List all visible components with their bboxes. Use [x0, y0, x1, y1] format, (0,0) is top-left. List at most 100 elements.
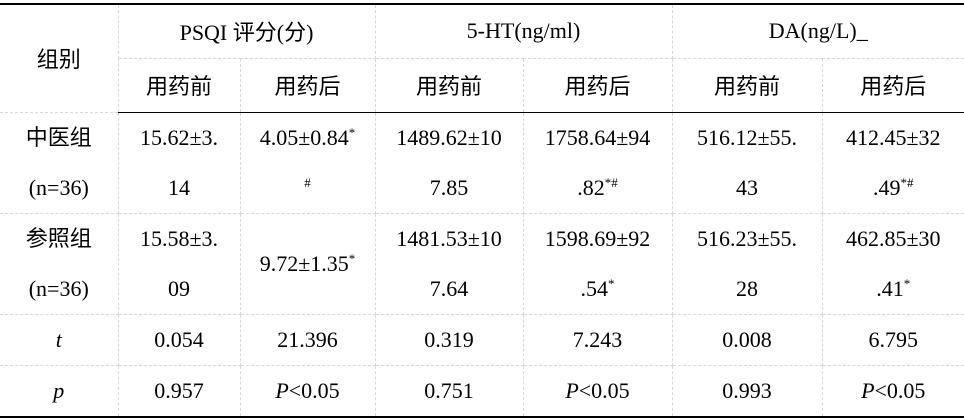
- header-cell: 组别: [0, 4, 118, 112]
- data-cell: 0.054: [118, 314, 240, 365]
- cell-line: 412.45±32: [823, 113, 964, 163]
- cell-line: 15.58±3.: [119, 214, 240, 264]
- cell-text: .49: [873, 175, 901, 200]
- cell-line: P<0.05: [524, 366, 672, 416]
- data-cell: 462.85±30 .41*: [822, 213, 964, 314]
- data-cell: 0.008: [672, 314, 822, 365]
- significance-mark: *: [608, 276, 615, 291]
- cell-line: .82*#: [524, 163, 672, 213]
- cell-line: P<0.05: [241, 366, 375, 416]
- cell-line: 7.64: [376, 264, 523, 314]
- subheader-cell: 用药后: [523, 58, 672, 112]
- cell-line: 1598.69±92: [524, 214, 672, 264]
- significance-mark: #: [304, 175, 311, 190]
- cell-line: 516.23±55.: [673, 214, 822, 264]
- cell-text: .41: [876, 276, 904, 301]
- cell-line: .49*#: [823, 163, 964, 213]
- cell-line: 43: [673, 163, 822, 213]
- data-cell: 15.62±3.14: [118, 112, 240, 213]
- cell-line: 21.396: [241, 315, 375, 365]
- cell-line: 09: [119, 264, 240, 314]
- significance-mark: *: [349, 251, 356, 266]
- cell-line: 1758.64±94: [524, 113, 672, 163]
- cell-line: 0.319: [376, 315, 523, 365]
- cell-line: 15.62±3.: [119, 113, 240, 163]
- data-cell: 516.23±55.28: [672, 213, 822, 314]
- cell-line: t: [0, 315, 118, 365]
- cell-line: 1481.53±10: [376, 214, 523, 264]
- data-cell: 0.993: [672, 365, 822, 417]
- cell-line: 4.05±0.84*: [241, 113, 375, 163]
- data-cell: 9.72±1.35*: [240, 213, 375, 314]
- cell-line: (n=36): [0, 264, 118, 314]
- cell-line: 516.12±55.: [673, 113, 822, 163]
- data-cell: P<0.05: [822, 365, 964, 417]
- data-cell: 0.957: [118, 365, 240, 417]
- cell-line: 0.993: [673, 366, 822, 416]
- data-cell: 516.12±55.43: [672, 112, 822, 213]
- cell-text: .82: [577, 175, 605, 200]
- cell-line: 6.795: [823, 315, 964, 365]
- cell-text: 4.05±0.84: [260, 125, 349, 150]
- subheader-cell: 用药后: [822, 58, 964, 112]
- significance-mark: *#: [901, 175, 914, 190]
- cell-line: 0.957: [119, 366, 240, 416]
- cell-line: .54*: [524, 264, 672, 314]
- cell-text: <0.05: [579, 378, 630, 403]
- cell-line: 参照组: [0, 214, 118, 264]
- italic-text: P: [861, 378, 874, 403]
- data-cell: 21.396: [240, 314, 375, 365]
- cell-text: .54: [581, 276, 609, 301]
- cell-line: 14: [119, 163, 240, 213]
- data-cell: 参照组(n=36): [0, 213, 118, 314]
- cell-line: 0.054: [119, 315, 240, 365]
- significance-mark: *: [904, 276, 911, 291]
- group-header: PSQI 评分(分): [118, 4, 375, 58]
- cell-line: 7.85: [376, 163, 523, 213]
- cell-text: 9.72±1.35: [260, 251, 349, 276]
- cell-line: #: [241, 163, 375, 213]
- significance-mark: *: [349, 125, 356, 140]
- cell-line: P<0.05: [823, 366, 964, 416]
- subheader-cell: 用药前: [375, 58, 523, 112]
- subheader-cell: 用药前: [672, 58, 822, 112]
- italic-text: P: [275, 378, 288, 403]
- data-cell: 中医组(n=36): [0, 112, 118, 213]
- cell-line: 0.751: [376, 366, 523, 416]
- cell-line: 9.72±1.35*: [241, 239, 375, 289]
- data-cell: p: [0, 365, 118, 417]
- subheader-cell: 用药后: [240, 58, 375, 112]
- cell-line: 1489.62±10: [376, 113, 523, 163]
- data-cell: t: [0, 314, 118, 365]
- data-cell: 7.243: [523, 314, 672, 365]
- italic-text: p: [53, 378, 64, 403]
- cell-line: 462.85±30: [823, 214, 964, 264]
- cell-line: 7.243: [524, 315, 672, 365]
- cell-line: 中医组: [0, 113, 118, 163]
- cell-text: <0.05: [289, 378, 340, 403]
- data-cell: 0.319: [375, 314, 523, 365]
- data-cell: 4.05±0.84* #: [240, 112, 375, 213]
- data-cell: 412.45±32.49*#: [822, 112, 964, 213]
- group-header: DA(ng/L)_: [672, 4, 964, 58]
- cell-line: (n=36): [0, 163, 118, 213]
- group-header: 5-HT(ng/ml): [375, 4, 672, 58]
- data-cell: 1598.69±92.54*: [523, 213, 672, 314]
- cell-line: 28: [673, 264, 822, 314]
- italic-text: t: [56, 327, 62, 352]
- cell-text: <0.05: [875, 378, 926, 403]
- cell-line: p: [0, 366, 118, 416]
- data-cell: 0.751: [375, 365, 523, 417]
- data-cell: 15.58±3.09: [118, 213, 240, 314]
- data-cell: P<0.05: [523, 365, 672, 417]
- subheader-cell: 用药前: [118, 58, 240, 112]
